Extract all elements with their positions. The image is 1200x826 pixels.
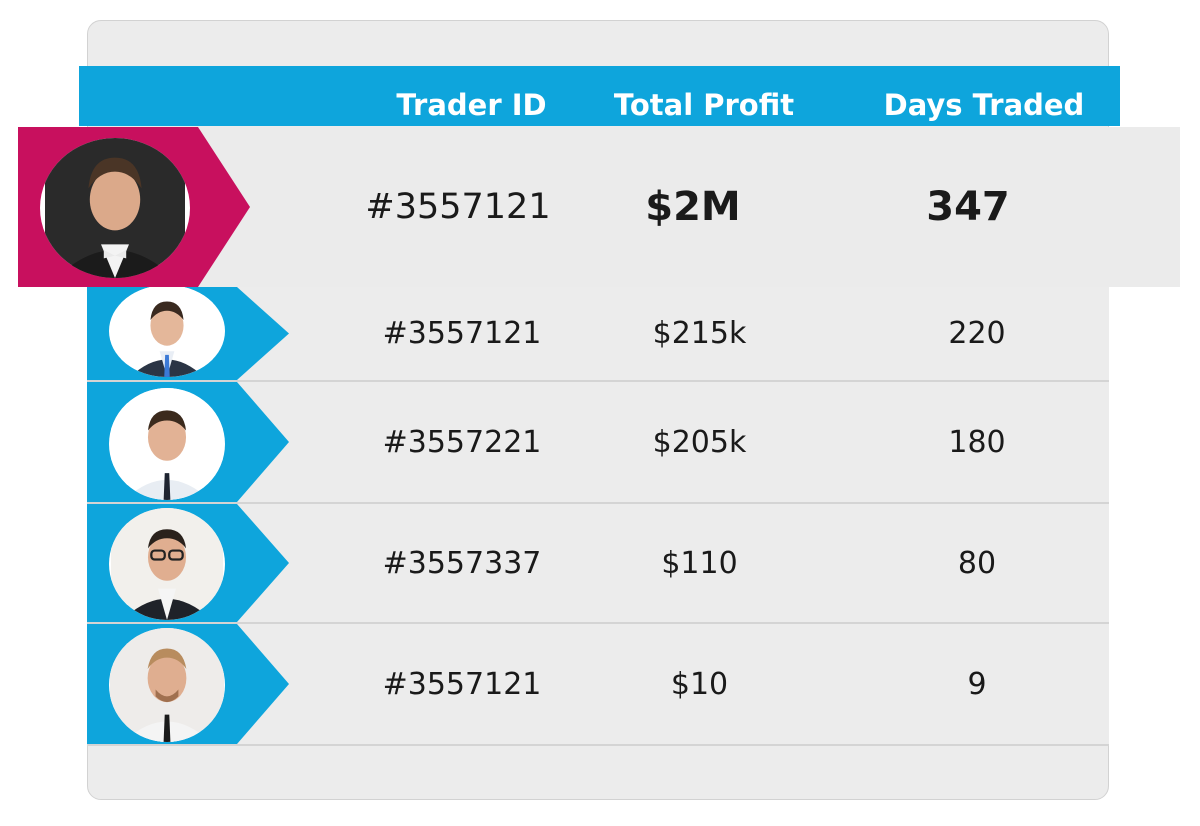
days-traded-cell: 80	[957, 545, 997, 581]
total-profit-cell: $215k	[652, 316, 747, 351]
trader-id-cell: #3557121	[382, 666, 542, 702]
days-traded-cell: 9	[967, 666, 987, 702]
leader-total-profit: $2M	[645, 184, 741, 230]
leader-days-traded: 347	[926, 184, 1010, 230]
days-traded-cell: 180	[948, 424, 1006, 460]
trader-id-cell: #3557121	[382, 316, 542, 351]
trader-avatar-icon	[109, 628, 225, 742]
table-row[interactable]: #3557221 $205k 180	[87, 382, 1109, 504]
leader-trader-id: #3557121	[365, 187, 551, 227]
leader-row[interactable]: #3557121 $2M 347	[18, 127, 1180, 287]
total-profit-cell: $110	[661, 545, 738, 581]
header-total-profit: Total Profit	[613, 88, 795, 122]
header-trader-id: Trader ID	[396, 88, 547, 122]
trader-id-cell: #3557337	[382, 545, 542, 581]
table-row[interactable]: #3557121 $215k 220	[87, 285, 1109, 382]
trader-avatar-icon	[109, 508, 225, 620]
table-row[interactable]: #3557337 $110 80	[87, 504, 1109, 624]
leader-avatar-icon	[40, 138, 190, 278]
trader-avatar-icon	[109, 285, 225, 377]
header-days-traded: Days Traded	[883, 88, 1085, 122]
trader-id-cell: #3557221	[382, 424, 542, 460]
total-profit-cell: $10	[670, 666, 729, 702]
total-profit-cell: $205k	[652, 424, 747, 460]
days-traded-cell: 220	[948, 316, 1006, 351]
table-row[interactable]: #3557121 $10 9	[87, 624, 1109, 746]
trader-avatar-icon	[109, 388, 225, 500]
table-header: Trader ID Total Profit Days Traded	[79, 66, 1120, 126]
